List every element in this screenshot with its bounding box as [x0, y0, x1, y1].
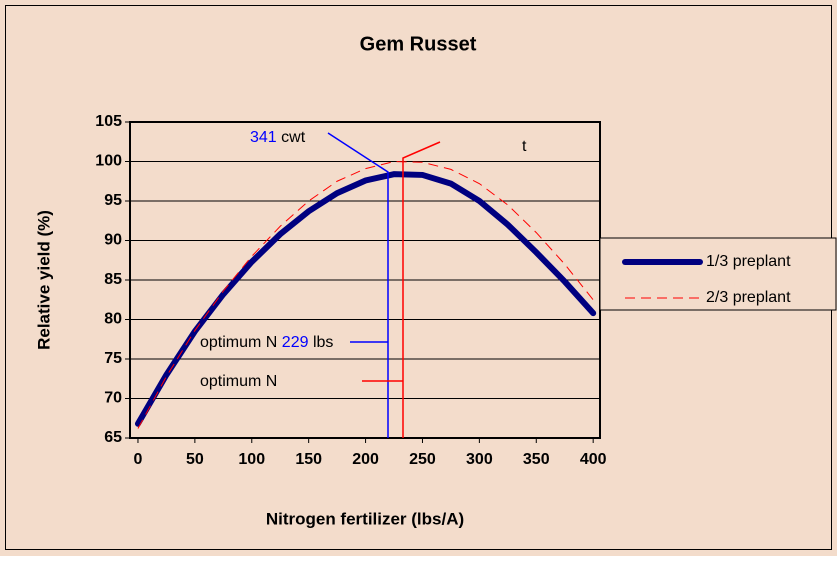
annotation: t: [522, 138, 527, 155]
x-tick-label: 50: [186, 451, 204, 468]
chart-title: Gem Russet: [360, 33, 477, 55]
annotation: optimum N 229 lbs: [200, 334, 333, 351]
legend-label: 2/3 preplant: [706, 289, 791, 306]
y-tick-label: 100: [95, 153, 122, 170]
annotation-part: optimum N: [200, 334, 282, 351]
x-tick-label: 150: [295, 451, 322, 468]
legend-box: [599, 237, 837, 311]
series-line: [137, 160, 594, 429]
annotation: 341 cwt: [250, 129, 306, 146]
y-tick-label: 70: [104, 390, 122, 407]
series-line: [134, 171, 597, 427]
y-axis-label: Relative yield (%): [34, 210, 53, 350]
x-tick-label: 400: [580, 451, 607, 468]
y-tick-label: 80: [104, 311, 122, 328]
y-tick-label: 65: [104, 429, 122, 446]
x-tick-label: 300: [466, 451, 493, 468]
annotation-line: [402, 141, 441, 438]
y-tick-label: 85: [104, 271, 122, 288]
x-tick-label: 250: [409, 451, 436, 468]
annotation-part: lbs: [309, 334, 334, 351]
y-tick-label: 75: [104, 350, 122, 367]
x-tick-label: 200: [352, 451, 379, 468]
annotation-part: 229: [282, 334, 309, 351]
y-tick-label: 105: [95, 113, 122, 130]
x-tick-label: 100: [238, 451, 265, 468]
y-tick-label: 90: [104, 232, 122, 249]
x-tick-label: 0: [134, 451, 143, 468]
x-axis-label: Nitrogen fertilizer (lbs/A): [266, 509, 464, 528]
annotation-part: cwt: [277, 129, 306, 146]
legend-label: 1/3 preplant: [706, 253, 791, 270]
annotation-line: [327, 132, 389, 438]
annotation: optimum N: [200, 373, 277, 390]
y-tick-label: 95: [104, 192, 122, 209]
annotation-part: 341: [250, 129, 277, 146]
x-tick-label: 350: [523, 451, 550, 468]
